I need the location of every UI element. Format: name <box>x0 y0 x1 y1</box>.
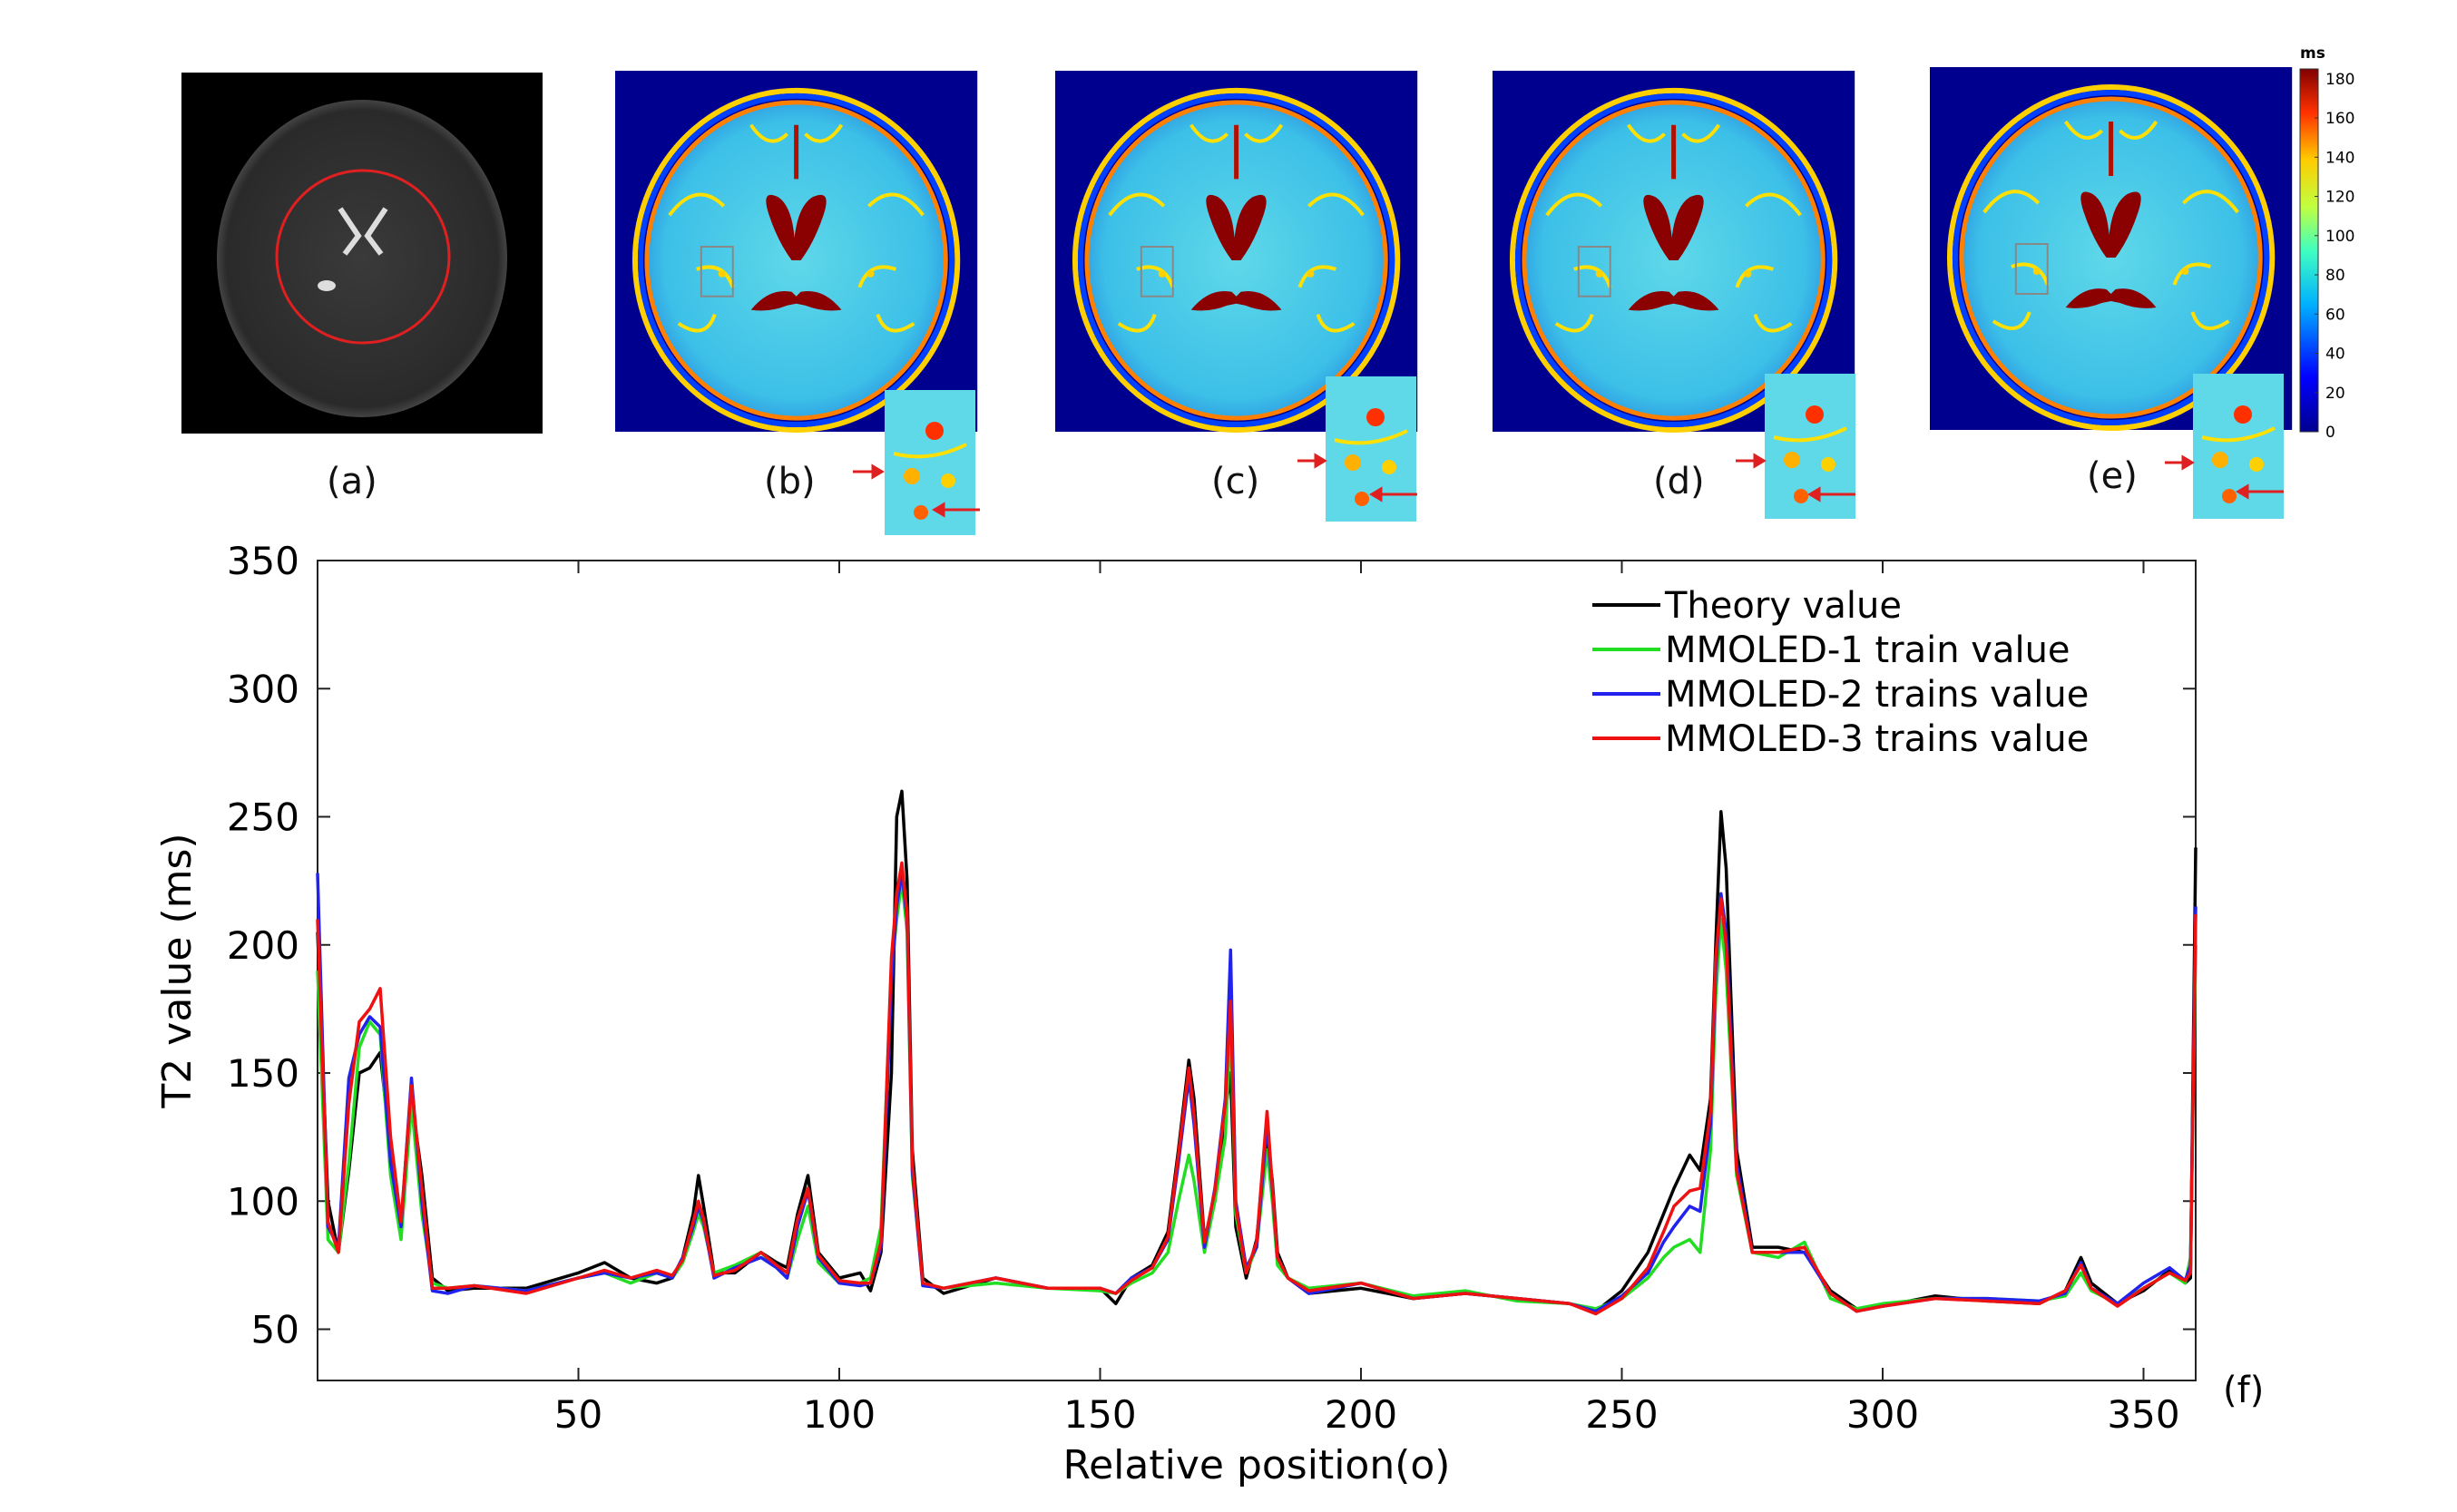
panel-label-e: (e) <box>2087 455 2138 497</box>
legend-label: MMOLED-2 trains value <box>1665 674 2089 716</box>
t2-map-b <box>615 71 977 432</box>
top-figure-row: 0 20 40 60 80 100 120 140 160 180 ms <box>181 44 2354 537</box>
colorbar-tick-label: 80 <box>2325 267 2345 285</box>
t2-map-c <box>1055 71 1417 432</box>
series-line-4 <box>316 861 2198 1316</box>
colorbar: 0 20 40 60 80 100 120 140 160 180 ms <box>2299 44 2354 442</box>
y-tick-label: 100 <box>227 1179 299 1224</box>
series-lines <box>316 789 2198 1316</box>
colorbar-tick-label: 140 <box>2325 149 2354 167</box>
x-tick-label: 350 <box>2107 1392 2179 1437</box>
series-line-2 <box>316 879 2198 1311</box>
zoom-inset-e <box>2191 372 2286 521</box>
t2-map-d <box>1493 71 1855 432</box>
y-tick-label: 50 <box>251 1308 299 1352</box>
x-axis: 50 100 150 200 250 300 350 <box>554 561 2180 1437</box>
x-tick-label: 200 <box>1325 1392 1397 1437</box>
x-axis-label: Relative position(o) <box>1063 1442 1451 1488</box>
y-axis-label: T2 value (ms) <box>154 833 201 1108</box>
colorbar-unit: ms <box>2300 44 2325 63</box>
x-tick-label: 300 <box>1846 1392 1919 1437</box>
colorbar-tick-label: 100 <box>2325 228 2354 246</box>
colorbar-tick-label: 120 <box>2325 189 2354 207</box>
panel-label-b: (b) <box>764 461 816 502</box>
colorbar-tick-label: 20 <box>2325 385 2345 403</box>
colorbar-tick-label: 0 <box>2325 424 2335 442</box>
x-tick-label: 150 <box>1063 1392 1136 1437</box>
x-tick-label: 50 <box>554 1392 602 1437</box>
colorbar-tick-label: 60 <box>2325 306 2345 324</box>
arrow-markers <box>853 453 2284 518</box>
colorbar-tick-label: 160 <box>2325 110 2354 128</box>
y-tick-label: 200 <box>227 923 299 968</box>
colorbar-tick-label: 180 <box>2325 71 2354 89</box>
t2-map-e <box>1930 67 2292 430</box>
mri-image <box>181 73 543 434</box>
zoom-inset-b <box>883 388 977 537</box>
t2-line-chart: 50 100 150 200 250 300 350 50 100 150 200 250 300 35… <box>154 544 2264 1488</box>
x-tick-label: 250 <box>1585 1392 1658 1437</box>
y-tick-label: 350 <box>227 544 299 583</box>
legend-label: MMOLED-3 trains value <box>1665 718 2089 760</box>
x-tick-label: 100 <box>803 1392 876 1437</box>
panel-label-d: (d) <box>1653 461 1705 502</box>
panel-label-a: (a) <box>327 461 377 502</box>
panel-label-c: (c) <box>1211 461 1260 502</box>
roi-circle <box>275 169 451 345</box>
y-tick-label: 250 <box>227 795 299 840</box>
y-tick-label: 300 <box>227 667 299 711</box>
legend-label: Theory value <box>1664 585 1902 627</box>
legend-label: MMOLED-1 train value <box>1665 629 2070 671</box>
zoom-inset-d <box>1763 372 1857 521</box>
zoom-inset-c <box>1324 375 1418 523</box>
y-tick-label: 150 <box>227 1051 299 1096</box>
panel-label-f: (f) <box>2223 1370 2264 1411</box>
colorbar-tick-label: 40 <box>2325 346 2345 364</box>
y-axis: 50 100 150 200 250 300 350 <box>227 544 2196 1352</box>
